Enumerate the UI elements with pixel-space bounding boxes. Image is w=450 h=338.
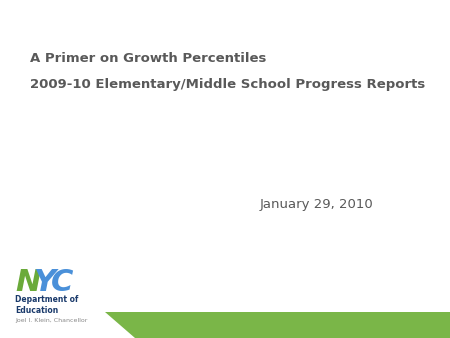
Text: Y: Y [33, 268, 55, 297]
Text: 2009-10 Elementary/Middle School Progress Reports: 2009-10 Elementary/Middle School Progres… [30, 78, 425, 91]
Text: N: N [15, 268, 40, 297]
Text: A Primer on Growth Percentiles: A Primer on Growth Percentiles [30, 52, 266, 65]
Text: Education: Education [15, 306, 58, 315]
Text: Joel I. Klein, Chancellor: Joel I. Klein, Chancellor [15, 318, 87, 323]
Text: January 29, 2010: January 29, 2010 [260, 198, 374, 211]
Text: C: C [51, 268, 73, 297]
Text: Department of: Department of [15, 295, 78, 304]
Polygon shape [105, 312, 450, 338]
